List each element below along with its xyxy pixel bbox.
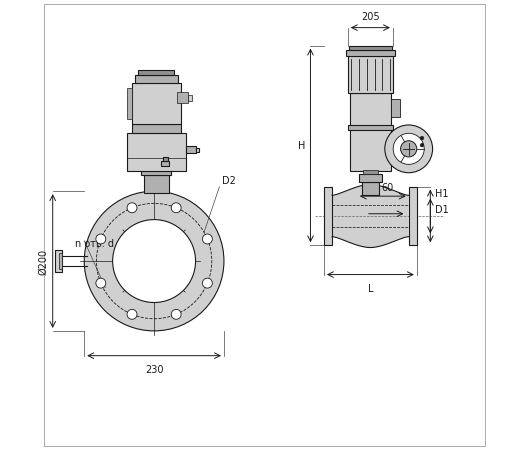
Text: D2: D2 [222, 176, 235, 186]
Circle shape [96, 279, 106, 289]
Bar [363, 170, 378, 174]
Bar [163, 158, 168, 161]
Text: 60: 60 [381, 182, 394, 192]
Polygon shape [332, 185, 409, 248]
Circle shape [127, 310, 137, 320]
Bar [56, 250, 62, 273]
Bar [127, 88, 132, 120]
Bar [349, 46, 392, 51]
Bar [345, 51, 395, 57]
Text: Ø200: Ø200 [38, 249, 48, 275]
Bar [144, 176, 169, 194]
Circle shape [393, 134, 424, 165]
Bar [362, 182, 379, 196]
Bar [177, 93, 188, 104]
Bar [324, 187, 332, 246]
Bar [188, 96, 193, 101]
Bar [138, 70, 175, 76]
Bar [186, 147, 196, 154]
Circle shape [113, 220, 196, 303]
Bar [409, 187, 417, 246]
Bar [196, 149, 199, 152]
Text: 230: 230 [145, 364, 163, 374]
Bar [348, 57, 393, 93]
Text: H1: H1 [435, 189, 449, 199]
Circle shape [203, 279, 212, 289]
Bar [127, 133, 186, 171]
Circle shape [84, 192, 224, 331]
Circle shape [96, 235, 106, 244]
Bar [59, 253, 62, 270]
Text: L: L [368, 283, 373, 293]
Text: n отв. d: n отв. d [75, 239, 114, 249]
Text: 205: 205 [361, 12, 380, 22]
Text: D1: D1 [435, 205, 449, 215]
Circle shape [203, 235, 212, 244]
Circle shape [385, 126, 433, 173]
Bar [161, 161, 169, 167]
Bar [141, 171, 171, 176]
Bar [132, 124, 181, 133]
Bar [359, 174, 382, 182]
Bar [348, 125, 393, 131]
Circle shape [127, 203, 137, 213]
Bar [132, 84, 181, 124]
Circle shape [420, 137, 424, 141]
Text: H: H [298, 141, 305, 151]
Bar [135, 76, 178, 84]
Bar [391, 100, 400, 118]
Circle shape [171, 310, 181, 320]
Bar [350, 127, 391, 172]
Circle shape [400, 142, 417, 157]
Circle shape [420, 144, 424, 147]
Bar [350, 93, 391, 127]
Circle shape [171, 203, 181, 213]
